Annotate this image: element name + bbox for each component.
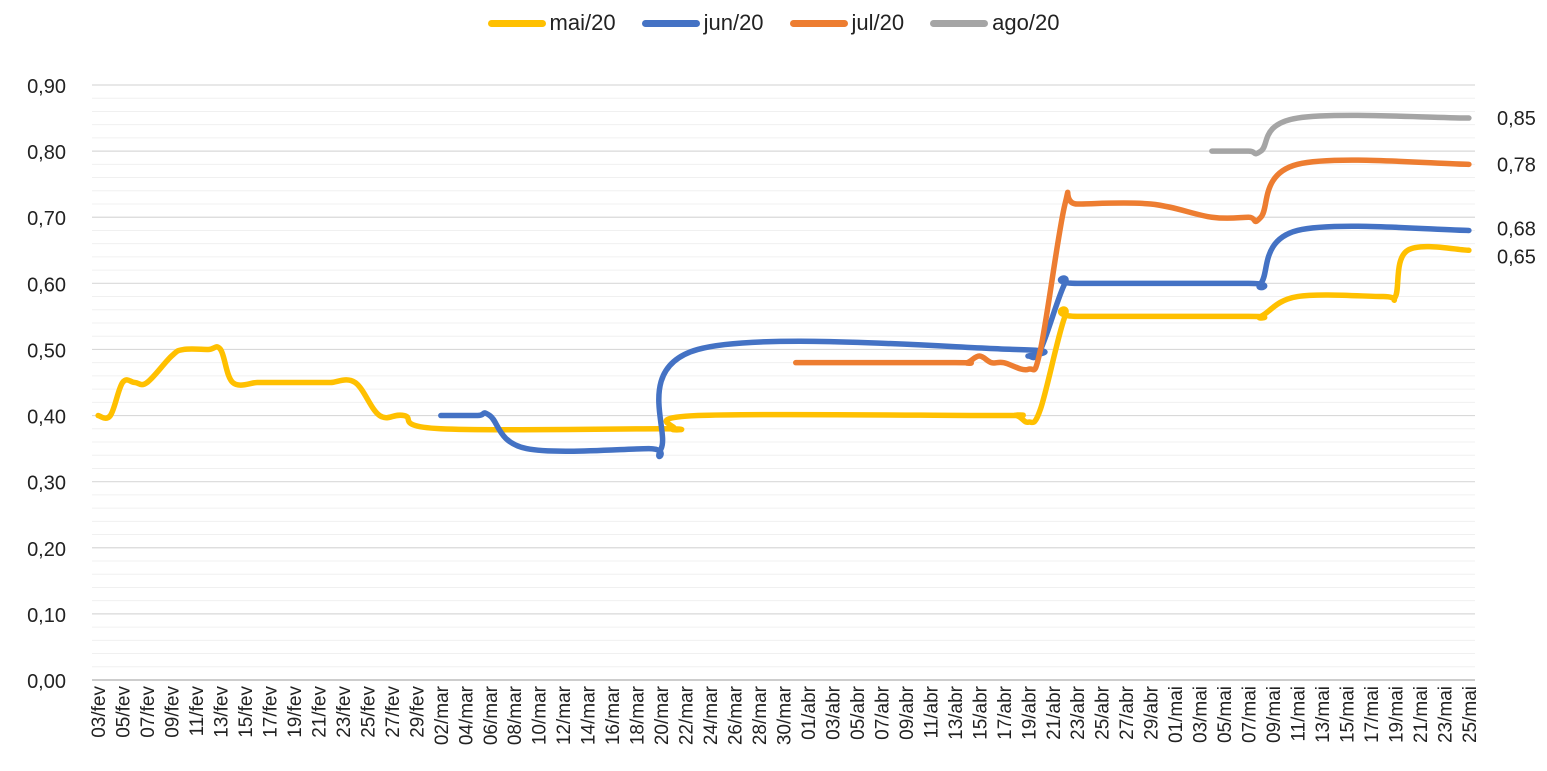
x-tick-label: 11/mai: [1289, 686, 1310, 742]
x-tick-label: 21/fev: [309, 686, 330, 738]
data-label: 0,78: [1497, 154, 1536, 176]
x-tick-label: 24/mar: [701, 685, 722, 745]
x-tick-label: 19/mai: [1386, 686, 1407, 743]
x-tick-label: 10/mar: [530, 685, 551, 745]
x-tick-label: 17/mai: [1362, 686, 1383, 743]
x-tick-label: 29/abr: [1142, 685, 1163, 740]
x-tick-label: 12/mar: [554, 685, 575, 745]
x-tick-label: 07/mai: [1240, 686, 1261, 743]
x-tick-label: 20/mar: [652, 685, 673, 745]
x-tick-label: 26/mar: [726, 685, 747, 745]
legend-swatch: [487, 19, 546, 27]
x-tick-label: 29/fev: [407, 686, 428, 738]
legend-item: jun/20: [641, 10, 764, 36]
x-tick-label: 27/fev: [383, 686, 404, 738]
series-line-mai-20: [95, 243, 1472, 433]
x-tick-label: 09/abr: [897, 685, 918, 740]
legend-swatch: [641, 19, 700, 27]
x-tick-label: 08/mar: [505, 685, 526, 745]
x-tick-label: 28/mar: [750, 685, 771, 745]
y-tick-label: 0,70: [27, 208, 66, 230]
legend-swatch: [930, 19, 989, 27]
legend-item: jul/20: [789, 10, 905, 36]
legend-label: mai/20: [549, 10, 616, 35]
x-tick-label: 25/fev: [358, 686, 379, 738]
x-tick-label: 30/mar: [775, 685, 796, 745]
x-tick-label: 13/mai: [1313, 686, 1334, 743]
y-tick-label: 0,80: [27, 142, 66, 164]
y-tick-label: 0,40: [27, 407, 66, 429]
x-tick-label: 17/fev: [260, 686, 281, 738]
x-tick-label: 03/mai: [1191, 686, 1212, 743]
legend-label: jul/20: [851, 10, 905, 35]
x-tick-label: 14/mar: [579, 685, 600, 745]
y-tick-label: 0,90: [27, 76, 66, 98]
x-tick-label: 09/mai: [1264, 686, 1285, 743]
x-tick-label: 03/fev: [89, 686, 110, 738]
x-tick-label: 21/mai: [1411, 686, 1432, 743]
x-tick-label: 13/fev: [212, 686, 233, 738]
x-tick-label: 15/mai: [1337, 686, 1358, 743]
x-tick-label: 09/fev: [163, 686, 184, 738]
x-tick-label: 15/fev: [236, 686, 257, 738]
x-tick-label: 05/mai: [1215, 686, 1236, 743]
x-tick-label: 02/mar: [432, 685, 453, 745]
x-tick-label: 17/abr: [995, 685, 1016, 740]
x-tick-label: 07/fev: [138, 686, 159, 738]
x-tick-label: 07/abr: [872, 685, 893, 740]
y-tick-label: 0,00: [27, 671, 66, 693]
x-tick-label: 06/mar: [481, 685, 502, 745]
x-tick-label: 15/abr: [970, 685, 991, 740]
legend-label: ago/20: [992, 10, 1060, 35]
x-tick-label: 01/abr: [799, 685, 820, 740]
x-tick-label: 19/fev: [285, 686, 306, 738]
series-line-jul-20: [792, 157, 1472, 373]
legend-swatch: [789, 19, 848, 27]
x-tick-label: 03/abr: [823, 685, 844, 740]
legend-label: jun/20: [703, 10, 764, 35]
x-tick-label: 05/fev: [114, 686, 135, 738]
data-label: 0,85: [1497, 108, 1536, 130]
series-line-ago-20: [1209, 112, 1472, 157]
data-label: 0,68: [1497, 218, 1536, 240]
legend: mai/20 jun/20 jul/20 ago/20: [0, 10, 1547, 36]
legend-item: mai/20: [487, 10, 616, 36]
x-tick-label: 18/mar: [628, 685, 649, 745]
x-tick-label: 05/abr: [848, 685, 869, 740]
x-tick-label: 21/abr: [1044, 685, 1065, 740]
x-tick-label: 25/mai: [1460, 686, 1481, 743]
x-tick-label: 23/fev: [334, 686, 355, 738]
x-tick-label: 16/mar: [603, 685, 624, 745]
y-tick-label: 0,10: [27, 605, 66, 627]
x-tick-label: 23/mai: [1435, 686, 1456, 743]
x-tick-label: 19/abr: [1019, 685, 1040, 740]
y-tick-label: 0,60: [27, 274, 66, 296]
x-tick-label: 23/abr: [1068, 685, 1089, 740]
legend-item: ago/20: [930, 10, 1059, 36]
x-tick-label: 01/mai: [1166, 686, 1187, 743]
x-tick-label: 11/fev: [187, 686, 208, 737]
x-tick-label: 13/abr: [946, 685, 967, 740]
data-label: 0,65: [1497, 246, 1536, 268]
series-line-jun-20: [438, 223, 1472, 460]
x-tick-label: 04/mar: [456, 685, 477, 745]
y-tick-label: 0,20: [27, 539, 66, 561]
x-tick-label: 11/abr: [921, 685, 942, 738]
y-tick-label: 0,50: [27, 340, 66, 362]
y-tick-label: 0,30: [27, 473, 66, 495]
x-tick-label: 25/abr: [1093, 685, 1114, 740]
x-tick-label: 22/mar: [677, 685, 698, 745]
x-tick-label: 27/abr: [1117, 685, 1138, 740]
